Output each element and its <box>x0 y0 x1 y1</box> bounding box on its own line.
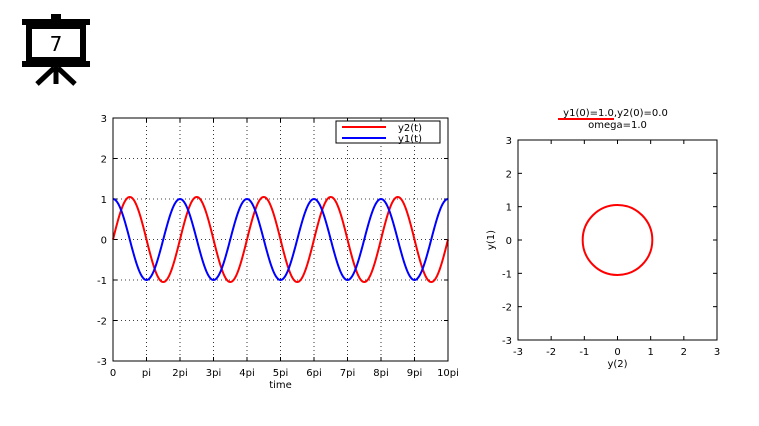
x-tick-label: 10pi <box>437 368 459 379</box>
y-tick-label: 2 <box>506 169 512 180</box>
y-tick-label: -2 <box>97 317 107 328</box>
x-tick-label: -3 <box>513 347 523 358</box>
y-tick-label: 1 <box>101 195 107 206</box>
slide-number: 7 <box>50 32 63 56</box>
x-tick-label: 3pi <box>206 368 222 379</box>
y-tick-label: 3 <box>506 136 512 147</box>
y-tick-label: 3 <box>101 114 107 125</box>
x-tick-label: 9pi <box>407 368 423 379</box>
phase-circle <box>581 204 654 276</box>
y-tick-label: -3 <box>97 357 107 368</box>
y-tick-label: 2 <box>101 155 107 166</box>
y-tick-label: 0 <box>101 236 107 247</box>
y-tick-label: -1 <box>502 269 512 280</box>
x-tick-label: 2pi <box>172 368 188 379</box>
y-tick-label: -1 <box>97 276 107 287</box>
legend-label: y1(t) <box>398 134 422 145</box>
y-tick-label: 1 <box>506 203 512 214</box>
plot-frame <box>517 139 718 341</box>
chart-title-line2: omega=1.0 <box>588 120 647 131</box>
x-tick-label: 5pi <box>273 368 289 379</box>
x-tick-label: 3 <box>714 347 720 358</box>
x-tick-label: 1 <box>647 347 653 358</box>
x-tick-label: pi <box>142 368 151 379</box>
series-line-y1t <box>112 197 449 282</box>
legend-label: y2(t) <box>398 123 422 134</box>
plot-frame <box>112 117 449 362</box>
x-axis-label: time <box>269 380 292 391</box>
y-tick-label: -3 <box>502 336 512 347</box>
x-tick-label: 7pi <box>340 368 356 379</box>
series-line-y2t <box>112 195 449 284</box>
x-tick-label: 6pi <box>306 368 322 379</box>
x-tick-label: 4pi <box>239 368 255 379</box>
x-tick-label: -2 <box>546 347 556 358</box>
y-tick-label: -2 <box>502 303 512 314</box>
y-axis-label: y(1) <box>486 230 497 250</box>
chart-title-line1: y1(0)=1.0,y2(0)=0.0 <box>563 108 668 119</box>
x-tick-label: 8pi <box>373 368 389 379</box>
x-tick-label: 0 <box>110 368 116 379</box>
x-axis-label: y(2) <box>607 359 627 370</box>
x-tick-label: 2 <box>681 347 687 358</box>
x-tick-label: 0 <box>614 347 620 358</box>
x-tick-label: -1 <box>579 347 589 358</box>
y-tick-label: 0 <box>506 236 512 247</box>
presentation-board-icon: 7 <box>22 14 90 86</box>
